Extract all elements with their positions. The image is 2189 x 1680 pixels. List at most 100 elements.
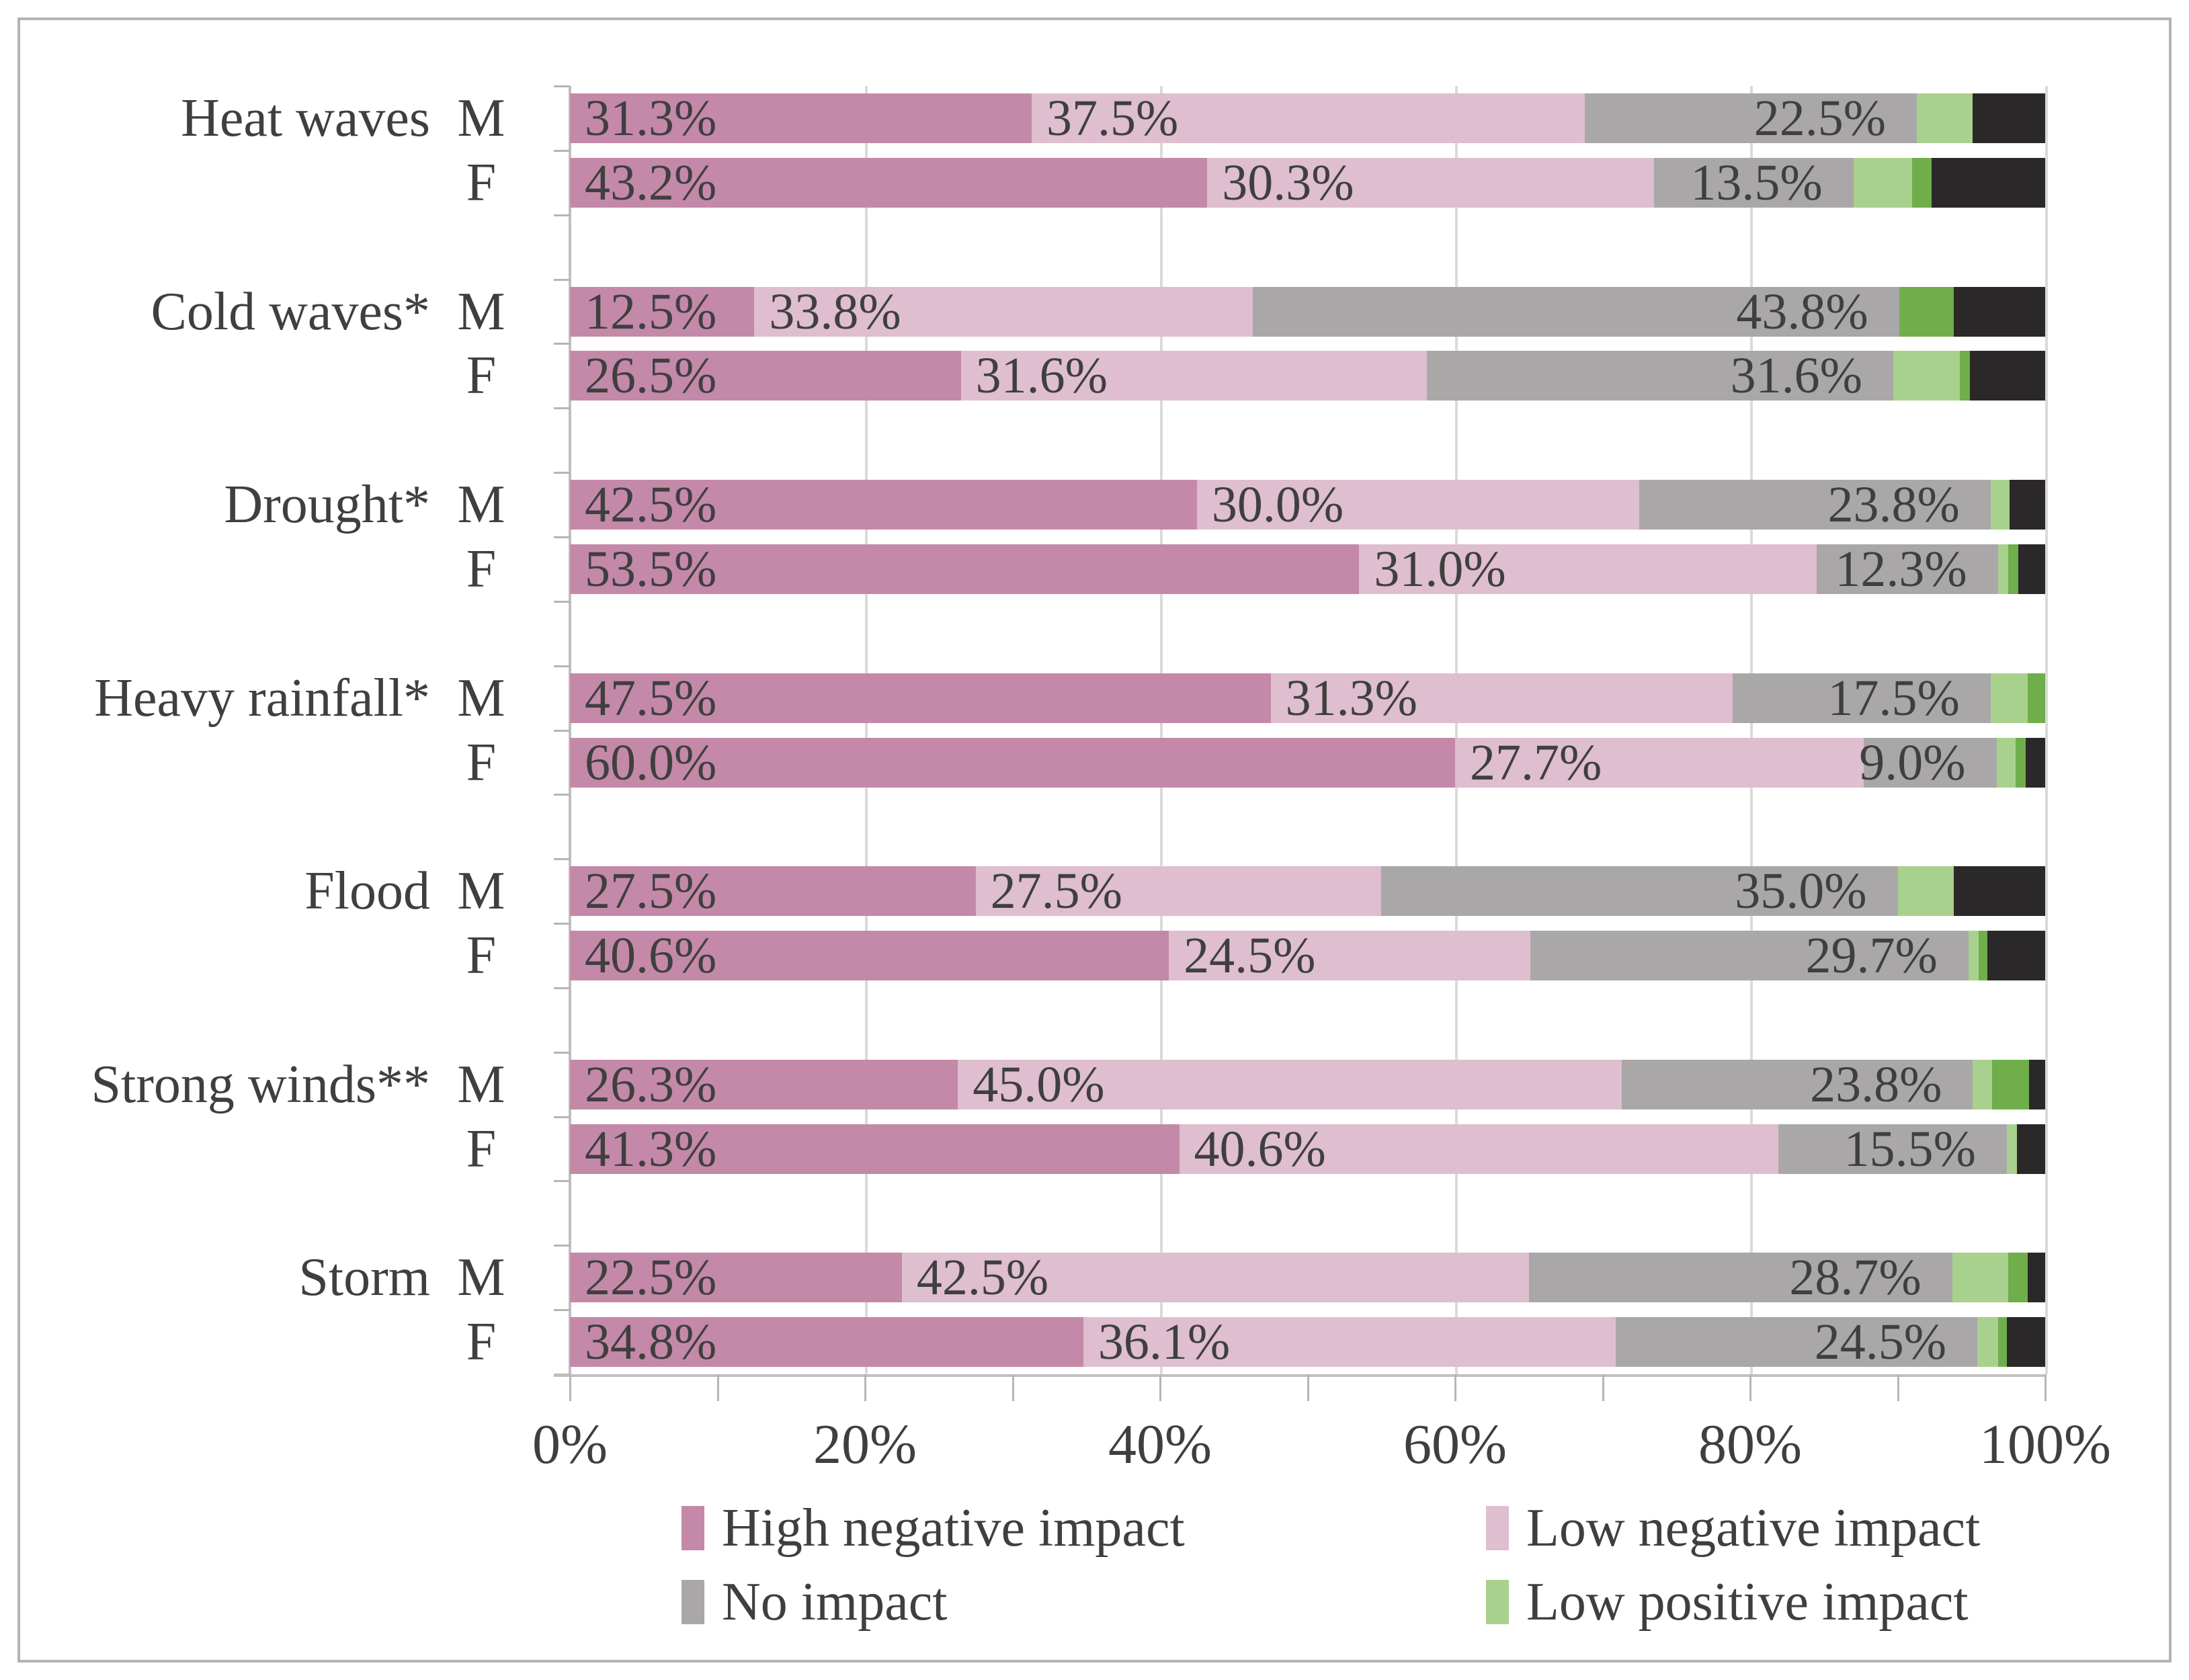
data-label: 22.5% [1753, 90, 1887, 146]
segment-no-impact: 15.5% [1778, 1120, 2007, 1177]
data-label: 15.5% [1844, 1120, 1976, 1177]
data-label: 23.8% [1810, 1056, 1942, 1113]
segment-low-negative-impact: 40.6% [1179, 1124, 1778, 1175]
data-label: 45.0% [973, 1056, 1105, 1113]
segment-low-positive-impact [1977, 1317, 1998, 1368]
data-label: 40.6% [585, 927, 717, 984]
segment-high-negative-impact: 40.6% [570, 927, 1169, 984]
x-axis-label-40: 40% [1108, 1413, 1212, 1476]
sex-label-m: M [457, 475, 505, 535]
segment-no-impact: 12.3% [1816, 544, 1998, 595]
gridline-80 [1750, 86, 1753, 1374]
bar-heat-waves-F: 43.2% 30.3% 13.5% [570, 154, 2045, 211]
data-label: 24.5% [1184, 927, 1316, 984]
data-label: 27.7% [1470, 734, 1602, 791]
category-label: Drought* [224, 475, 430, 535]
x-axis-tick [1897, 1374, 1899, 1401]
figure-border [17, 17, 2172, 1663]
x-axis-line [554, 1374, 2045, 1377]
segment-dark [1973, 93, 2045, 143]
segment-no-impact: 9.0% [1859, 737, 1997, 788]
y-axis-tick [554, 858, 570, 861]
segment-low-negative-impact: 31.6% [960, 350, 1428, 401]
x-axis-label-100: 100% [1979, 1413, 2111, 1476]
sex-label-m: M [457, 282, 505, 341]
gridline-60 [1455, 86, 1458, 1374]
y-axis-tick [554, 794, 570, 796]
segment-low-negative-impact: 30.0% [1196, 479, 1640, 530]
segment-high-negative-impact: 34.8% [570, 1316, 1083, 1368]
data-label: 31.0% [1374, 540, 1506, 597]
data-label: 24.5% [1814, 1314, 1947, 1371]
y-axis-tick [554, 729, 570, 732]
segment-high-negative-impact: 27.5% [570, 863, 976, 920]
segment-low-negative-impact: 27.5% [975, 866, 1382, 917]
segment-dark-green [2027, 673, 2045, 723]
bar-cold-waves--F: 26.5% 31.6% 31.6% [570, 347, 2045, 405]
gridline-40 [1160, 86, 1163, 1374]
segment-dark-green [1959, 351, 1971, 401]
data-label: 17.5% [1827, 669, 1960, 726]
data-label: 29.7% [1805, 927, 1938, 984]
segment-dark [2018, 544, 2045, 594]
data-label: 28.7% [1789, 1249, 1922, 1306]
segment-low-positive-impact [1990, 673, 2028, 723]
bar-heavy-rainfall--M: 47.5% 31.3% 17.5% [570, 669, 2045, 726]
x-axis-tick [1011, 1374, 1014, 1401]
y-axis-tick [554, 343, 570, 345]
segment-dark [2017, 1124, 2045, 1174]
x-axis-tick [1159, 1374, 1161, 1401]
x-axis-tick [1307, 1374, 1309, 1401]
segment-dark [1931, 157, 2045, 208]
segment-low-negative-impact: 45.0% [958, 1056, 1622, 1113]
x-axis-label-20: 20% [813, 1413, 917, 1476]
category-label: Heat waves [181, 89, 430, 148]
segment-low-positive-impact [1917, 93, 1973, 143]
sex-label-f: F [466, 1119, 497, 1179]
data-label: 30.3% [1222, 154, 1354, 211]
segment-no-impact: 43.8% [1253, 286, 1899, 337]
segment-high-negative-impact: 41.3% [570, 1124, 1180, 1175]
data-label: 22.5% [585, 1249, 717, 1306]
segment-no-impact: 17.5% [1732, 669, 1991, 726]
x-axis-tick [1602, 1374, 1604, 1401]
legend-item-low-positive-impact: Low positive impact [1486, 1570, 1969, 1634]
data-label: 31.6% [1730, 347, 1862, 405]
category-label: Flood [304, 862, 430, 921]
data-label: 35.0% [1735, 863, 1867, 920]
category-label: Storm [298, 1248, 430, 1308]
legend-swatch [682, 1580, 704, 1624]
y-axis-tick [554, 665, 570, 667]
data-label: 26.3% [585, 1056, 717, 1113]
gridline-20 [865, 86, 868, 1374]
bar-storm-M: 22.5% 42.5% 28.7% [570, 1249, 2045, 1306]
bar-strong-winds--M: 26.3% 45.0% 23.8% [570, 1056, 2045, 1113]
y-axis-tick [554, 85, 570, 87]
segment-dark [1987, 931, 2045, 981]
sex-label-f: F [466, 926, 497, 986]
y-axis-tick [554, 149, 570, 152]
segment-dark [1953, 866, 2045, 917]
segment-high-negative-impact: 26.3% [570, 1056, 958, 1113]
segment-low-positive-impact [1968, 931, 1979, 981]
y-axis-tick [554, 1245, 570, 1247]
y-axis-tick [554, 1116, 570, 1118]
x-axis-tick [1749, 1374, 1751, 1401]
bar-flood-F: 40.6% 24.5% 29.7% [570, 927, 2045, 984]
sex-label-m: M [457, 89, 505, 148]
data-label: 33.8% [769, 283, 901, 340]
segment-no-impact: 24.5% [1616, 1314, 1978, 1371]
y-axis-tick [554, 472, 570, 474]
data-label: 47.5% [585, 669, 717, 726]
y-axis-tick [554, 407, 570, 410]
legend-swatch [1486, 1580, 1509, 1624]
segment-low-positive-impact [1990, 480, 2010, 530]
legend-label: Low positive impact [1526, 1572, 1969, 1632]
sex-label-m: M [457, 668, 505, 728]
sex-label-f: F [466, 1312, 497, 1372]
segment-low-negative-impact: 31.3% [1270, 673, 1733, 724]
data-label: 27.5% [585, 863, 717, 920]
segment-high-negative-impact: 42.5% [570, 479, 1197, 530]
segment-no-impact: 13.5% [1654, 157, 1854, 208]
x-axis-label-0: 0% [532, 1413, 608, 1476]
